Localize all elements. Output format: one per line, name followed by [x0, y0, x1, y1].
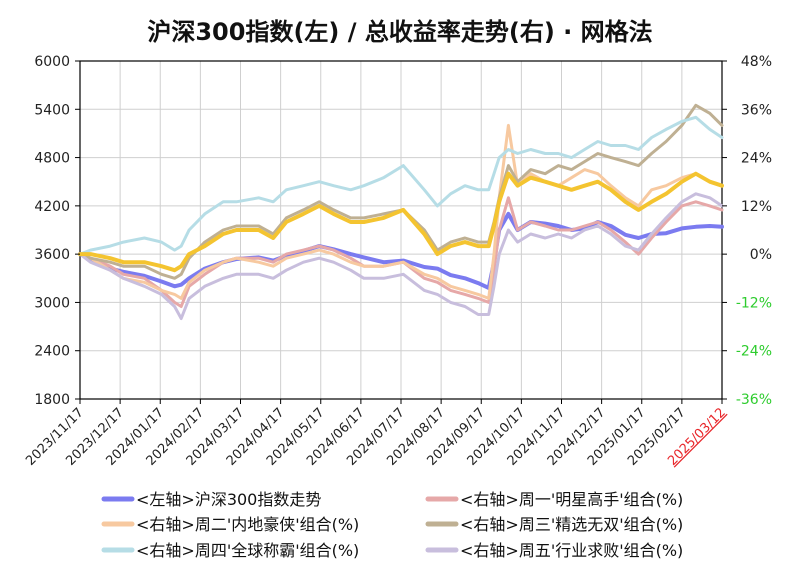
y-right-tick-label: -12% — [736, 295, 772, 311]
legend-label: <右轴>周四'全球称霸'组合(%) — [136, 541, 359, 560]
y-left-tick-label: 3600 — [34, 247, 70, 263]
y-left-tick-label: 6000 — [34, 54, 70, 70]
y-right-tick-label: 36% — [741, 102, 772, 118]
y-right-tick-label: 12% — [741, 199, 772, 215]
y-left-tick-label: 2400 — [34, 344, 70, 360]
series-line-5 — [78, 192, 724, 320]
legend: <左轴>沪深300指数走势 <右轴>周一'明星高手'组合(%) <右轴>周二'内地豪… — [101, 490, 683, 560]
y-right-tick-label: 48% — [741, 54, 772, 70]
legend-label: <右轴>周五'行业求败'组合(%) — [460, 541, 683, 560]
series-line-6 — [78, 171, 724, 273]
y-left-tick-label: 5400 — [34, 102, 70, 118]
y-left-axis: 6000 5400 4800 4200 3600 3000 2400 1800 — [34, 54, 80, 408]
y-left-tick-label: 4800 — [34, 151, 70, 167]
y-right-tick-label: -24% — [736, 344, 772, 360]
series-line-2 — [78, 123, 724, 300]
y-right-axis: 48% 36% 24% 12% 0% -12% -24% -36% — [722, 54, 772, 408]
y-left-tick-label: 3000 — [34, 295, 70, 311]
legend-label: <右轴>周一'明星高手'组合(%) — [460, 490, 683, 509]
y-left-tick-label: 1800 — [34, 392, 70, 408]
legend-label: <右轴>周三'精选无双'组合(%) — [460, 515, 683, 534]
legend-label: <右轴>周二'内地豪侠'组合(%) — [136, 515, 359, 534]
series-line-1 — [78, 196, 724, 308]
chart-title: 沪深300指数(左) / 总收益率走势(右) · 网格法 — [147, 18, 652, 46]
y-right-tick-label: -36% — [736, 392, 772, 408]
x-axis: 2023/11/172023/12/172024/01/172024/02/17… — [23, 399, 729, 469]
series-line-4 — [78, 115, 724, 256]
series-layer — [78, 103, 724, 320]
grid — [79, 60, 723, 400]
y-right-tick-label: 0% — [750, 247, 772, 263]
legend-label: <左轴>沪深300指数走势 — [136, 490, 321, 509]
series-line-0 — [78, 211, 724, 290]
y-right-tick-label: 24% — [741, 151, 772, 167]
series-line-3 — [78, 103, 724, 280]
y-left-tick-label: 4200 — [34, 199, 70, 215]
